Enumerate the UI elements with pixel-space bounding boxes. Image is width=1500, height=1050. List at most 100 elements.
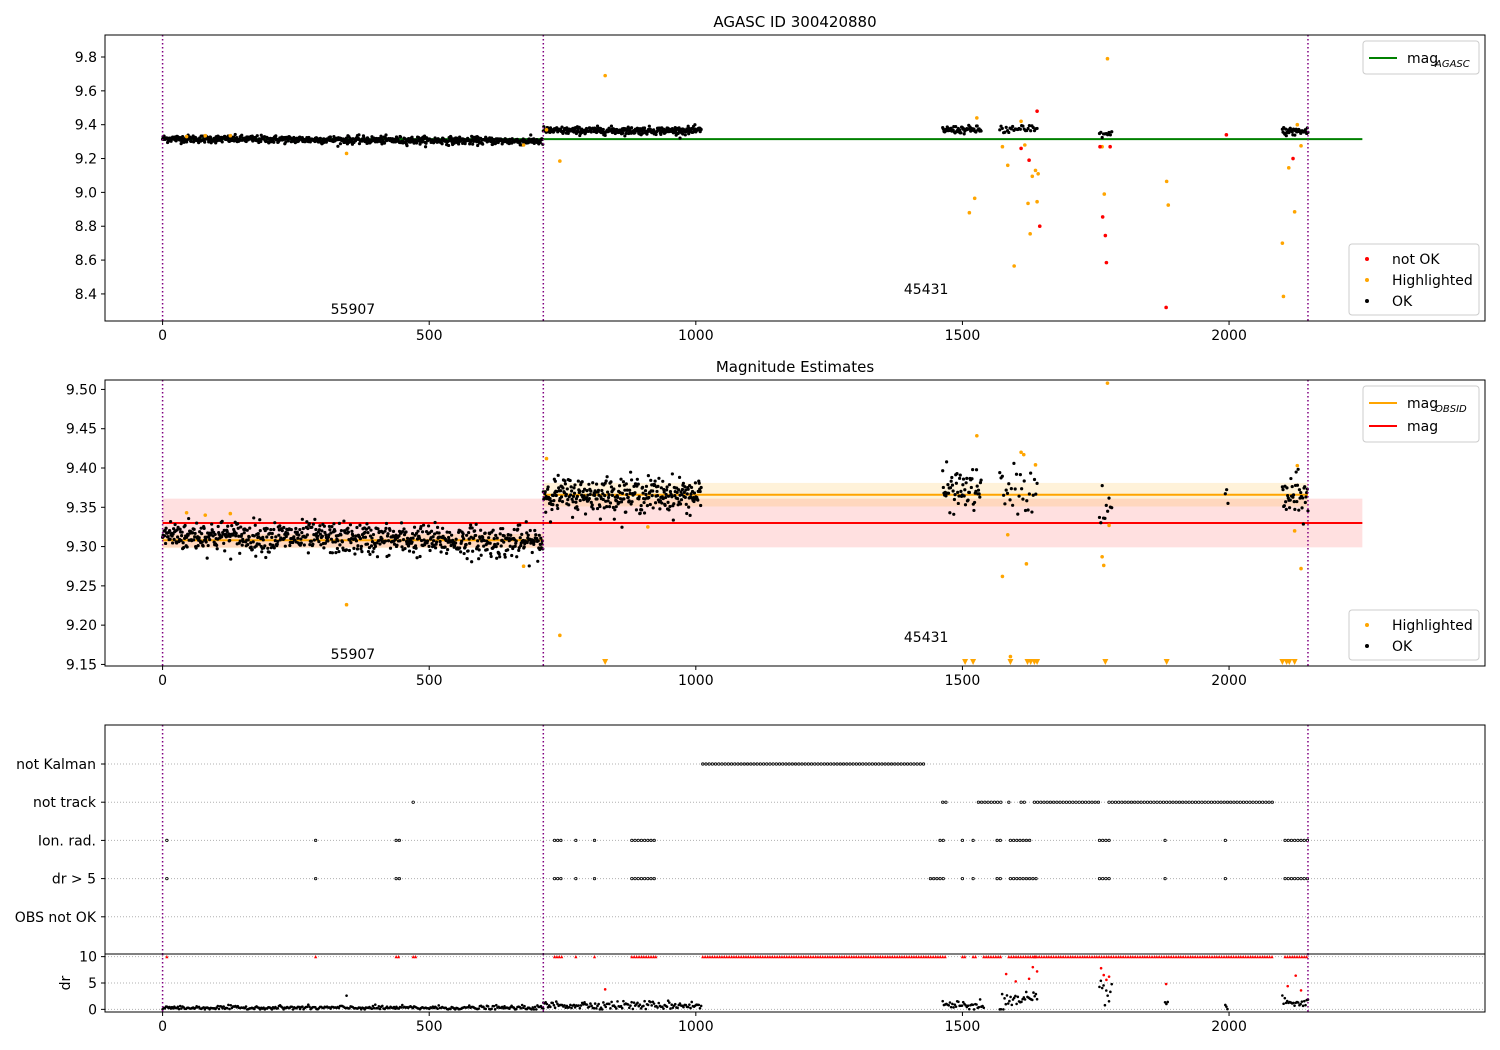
ok-point <box>378 542 382 546</box>
ok-point <box>344 136 349 140</box>
ok-point <box>169 519 173 524</box>
flag-marker <box>630 838 634 843</box>
ok-point <box>509 533 513 537</box>
ok-point <box>573 483 577 487</box>
flag-marker <box>1261 800 1265 804</box>
ok-point <box>284 140 288 144</box>
ok-point <box>449 135 453 140</box>
flag-marker <box>1163 838 1167 843</box>
ok-point <box>1021 497 1025 501</box>
legend-label: mag <box>1407 51 1438 67</box>
flag-marker <box>165 876 169 881</box>
dr-capped-marker <box>888 955 892 959</box>
dr-capped-marker <box>1302 955 1306 959</box>
flag-marker <box>992 800 997 804</box>
legend-frame <box>1362 385 1480 443</box>
highlighted-point <box>1019 450 1023 455</box>
ok-point <box>609 480 613 484</box>
x-tick-label: 1000 <box>678 1019 714 1035</box>
ok-point <box>978 495 982 499</box>
flag-marker <box>723 762 727 766</box>
ok-point <box>661 479 665 483</box>
ok-point <box>384 521 389 526</box>
x-tick-label: 500 <box>416 1019 443 1035</box>
dr-ok-point <box>202 1006 206 1009</box>
ok-point <box>1286 493 1290 498</box>
ok-point <box>497 552 501 556</box>
ok-point <box>316 534 320 538</box>
ok-point <box>546 485 550 489</box>
flag-marker <box>574 838 578 843</box>
dr-ok-point <box>519 1006 523 1010</box>
dr-capped-marker <box>763 955 767 959</box>
ok-point <box>163 541 168 546</box>
ok-point <box>1282 504 1286 508</box>
flag-marker <box>1093 800 1097 804</box>
ok-point <box>202 526 206 530</box>
ok-point <box>459 550 463 554</box>
dr-ok-point <box>1099 979 1103 983</box>
ok-point <box>476 544 480 548</box>
ok-point <box>1008 498 1012 502</box>
flag-marker <box>835 762 839 766</box>
dr-capped-marker <box>314 955 318 959</box>
legend-dot-swatch <box>1365 278 1369 282</box>
flag-marker <box>864 762 868 766</box>
dr-capped-marker <box>857 955 861 959</box>
ok-point <box>280 529 284 533</box>
ok-point <box>327 524 331 529</box>
dr-ok-point <box>1165 1002 1168 1006</box>
flag-marker <box>989 800 993 804</box>
dr-ok-point <box>551 1001 555 1005</box>
ok-point <box>412 525 417 529</box>
dr-ok-point <box>673 1002 677 1006</box>
ok-point <box>575 494 579 499</box>
ok-point <box>434 540 439 544</box>
dr-capped-marker <box>1285 955 1290 959</box>
ok-point <box>168 537 172 541</box>
dr-capped-marker <box>1066 955 1070 959</box>
ok-point <box>181 135 185 139</box>
ok-point <box>564 492 568 496</box>
ok-point <box>594 130 599 135</box>
y-tick-label: 9.25 <box>66 579 97 595</box>
ok-point <box>974 468 979 472</box>
ok-point <box>1003 130 1007 134</box>
ok-point <box>332 135 336 139</box>
ok-point <box>696 498 700 502</box>
ok-point <box>425 539 430 543</box>
obsid-label: 55907 <box>331 647 376 663</box>
ok-point <box>568 478 572 483</box>
dr-capped-marker <box>1007 955 1011 959</box>
dr-capped-marker <box>1080 955 1085 959</box>
flag-marker <box>1136 800 1140 804</box>
flag-marker <box>1087 800 1091 804</box>
dr-capped-marker <box>878 955 882 959</box>
ok-point <box>966 498 970 502</box>
dr-capped-marker <box>715 955 719 959</box>
ok-point <box>461 532 465 536</box>
flag-marker <box>797 762 801 766</box>
dr-ok-point <box>1010 1003 1014 1007</box>
flag-marker <box>1149 800 1153 804</box>
ok-point <box>300 517 304 521</box>
dr-ok-point <box>502 1007 505 1010</box>
ok-point <box>239 525 243 529</box>
flag-marker <box>1206 800 1210 804</box>
ok-point <box>204 540 208 544</box>
ok-point <box>370 536 374 540</box>
ok-point <box>618 497 623 501</box>
ok-point <box>677 475 682 479</box>
flag-marker <box>643 838 647 843</box>
ok-point <box>296 536 300 540</box>
dr-capped-marker <box>635 955 639 959</box>
ok-point <box>680 487 685 492</box>
ok-point <box>386 539 391 543</box>
ok-point <box>525 540 529 545</box>
dr-capped-marker <box>1143 955 1147 959</box>
ok-point <box>473 529 477 533</box>
ok-point <box>337 549 341 554</box>
dr-capped-marker <box>1049 955 1053 959</box>
dr-capped-marker <box>1212 955 1217 959</box>
flag-marker <box>726 762 730 766</box>
